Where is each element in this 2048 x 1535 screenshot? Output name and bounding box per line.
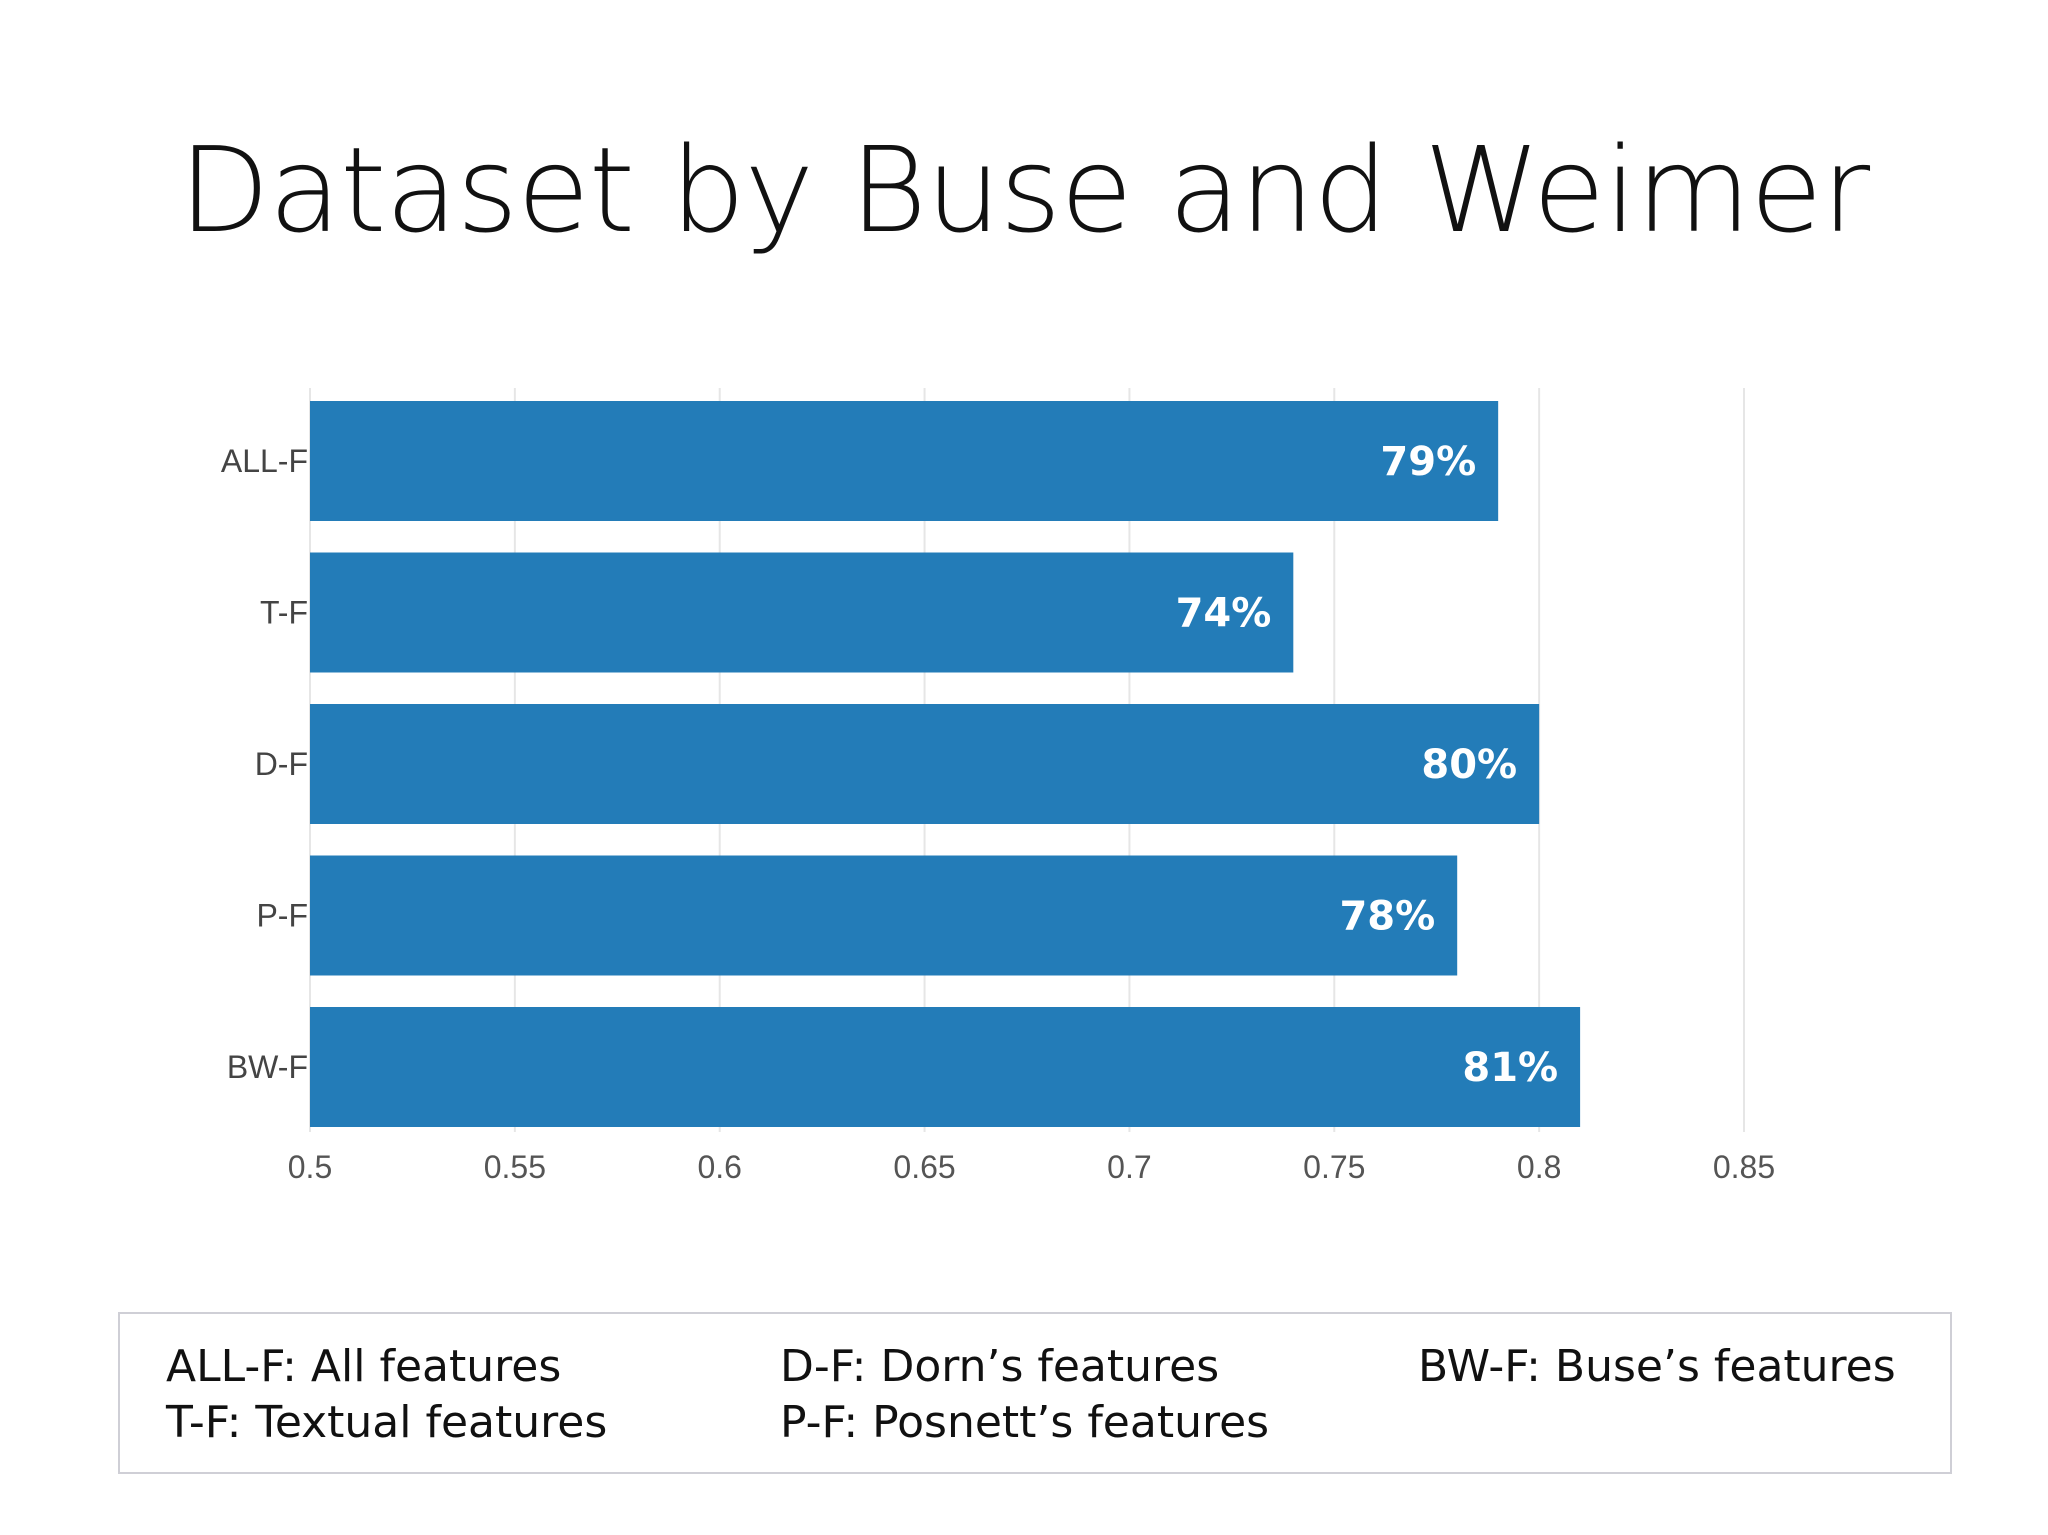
legend-item-all-f: ALL-F: All features [166,1341,562,1392]
category-label: P-F [256,898,308,934]
x-tick-label: 0.6 [697,1149,741,1185]
category-label: BW-F [227,1049,308,1085]
category-label: T-F [260,595,308,631]
slide-title: Dataset by Buse and Weimer [178,121,1870,259]
x-tick-labels: 0.5 0.55 0.6 0.65 0.7 0.75 0.8 0.85 [288,1149,1775,1185]
bar-d-f [310,704,1540,824]
x-tick-label: 0.8 [1517,1149,1561,1185]
bar-p-f [310,855,1458,976]
bar-bw-f [310,1007,1581,1127]
legend-item-t-f: T-F: Textual features [166,1397,608,1448]
x-tick-label: 0.65 [893,1149,955,1185]
bar-data-label: 80% [1421,742,1517,788]
category-label: D-F [255,746,308,782]
x-tick-label: 0.5 [288,1149,332,1185]
bar-data-label: 81% [1462,1045,1558,1091]
bar-data-label: 74% [1176,591,1272,637]
x-tick-label: 0.85 [1713,1149,1775,1185]
category-labels: ALL-F T-F D-F P-F BW-F [221,443,308,1085]
legend-item-p-f: P-F: Posnett’s features [780,1397,1270,1448]
bar-data-label: 79% [1380,439,1476,485]
bar-data-label: 78% [1339,894,1435,940]
category-label: ALL-F [221,443,308,479]
legend-item-d-f: D-F: Dorn’s features [780,1341,1220,1392]
legend-box: ALL-F: All features T-F: Textual feature… [118,1312,1952,1474]
x-tick-label: 0.55 [484,1149,546,1185]
x-tick-label: 0.75 [1303,1149,1365,1185]
legend-item-bw-f: BW-F: Buse’s features [1418,1341,1896,1392]
bar-all-f [310,401,1499,521]
bar-t-f [310,552,1294,673]
x-tick-label: 0.7 [1107,1149,1151,1185]
bars: 79% 74% 80% 78% 81% [310,401,1581,1127]
